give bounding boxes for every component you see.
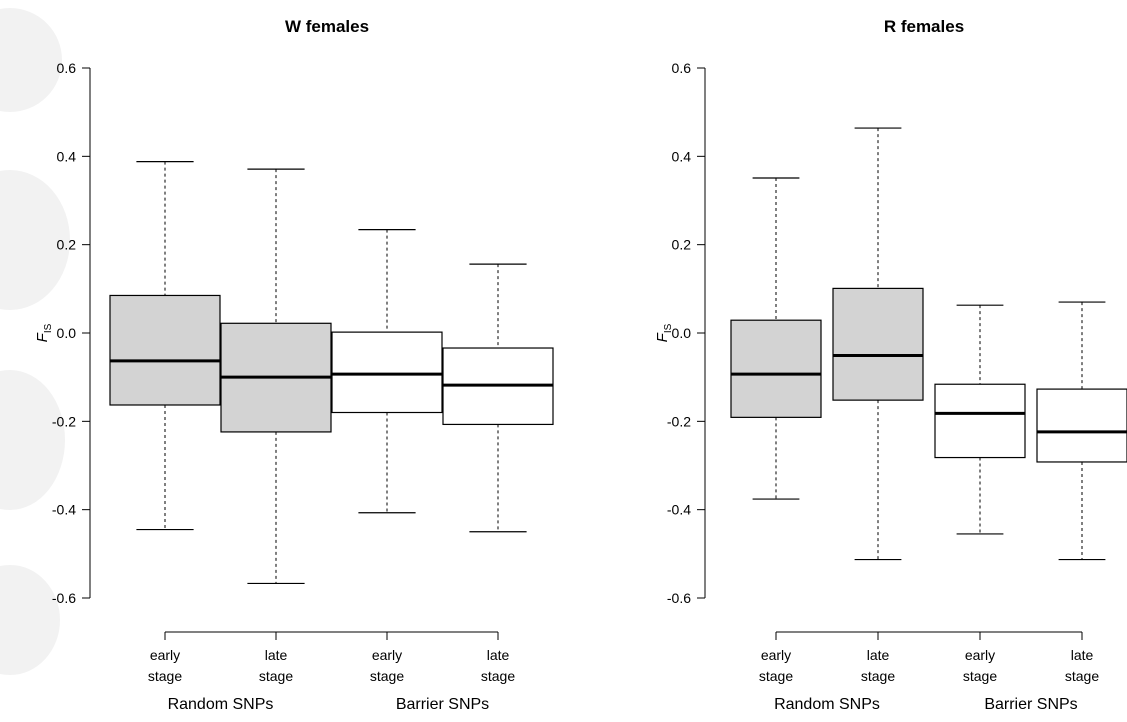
x-tick-label: early: [372, 647, 402, 663]
x-tick-label: early: [150, 647, 180, 663]
chart-panel-2: R females -0.6 -0.4 -0.2 0.0 0.2 0.4 0.6 FIS earl…: [654, 17, 1127, 713]
x-tick-label: late: [265, 647, 288, 663]
y-tick-label: -0.2: [52, 413, 76, 429]
x-group-label: Random SNPs: [774, 696, 880, 713]
x-tick-label: stage: [259, 668, 293, 684]
watermark-shape: [0, 170, 70, 310]
box-4: [442, 263, 554, 533]
x-tick-label: stage: [963, 668, 997, 684]
box-4: [1036, 301, 1127, 561]
iqr-box: [1036, 388, 1127, 463]
box-1: [109, 161, 221, 531]
x-tick-label: late: [867, 647, 890, 663]
x-tick-label: stage: [370, 668, 404, 684]
box-2: [832, 127, 924, 561]
iqr-box: [109, 294, 221, 406]
y-tick-label: 0.6: [57, 60, 77, 76]
x-tick-label: stage: [1065, 668, 1099, 684]
box-3: [934, 304, 1026, 535]
y-axis-label: FIS: [654, 323, 674, 342]
watermark-shape: [0, 370, 65, 510]
chart-title: W females: [285, 17, 369, 36]
x-tick-label: stage: [861, 668, 895, 684]
chart-panel-1: W females -0.6 -0.4 -0.2 0.0 0.2 0.4 0.6 FIS earl…: [34, 17, 554, 713]
watermark-shape: [0, 8, 62, 112]
y-tick-label: -0.4: [667, 502, 691, 518]
y-tick-label: -0.4: [52, 502, 76, 518]
x-group-label: Random SNPs: [168, 696, 274, 713]
iqr-box: [832, 287, 924, 401]
y-tick-label: -0.6: [667, 590, 691, 606]
x-tick-label: early: [761, 647, 791, 663]
x-group-label: Barrier SNPs: [396, 696, 489, 713]
y-tick-label: 0.0: [672, 325, 692, 341]
iqr-box: [331, 331, 443, 414]
x-tick-label: stage: [759, 668, 793, 684]
x-tick-label: late: [1071, 647, 1094, 663]
x-tick-label: stage: [148, 668, 182, 684]
iqr-box: [934, 383, 1026, 459]
y-tick-label: 0.4: [672, 148, 692, 164]
y-axis-label: FIS: [34, 323, 54, 342]
y-tick-label: 0.2: [57, 237, 77, 253]
y-tick-label: 0.4: [57, 148, 77, 164]
x-tick-label: late: [487, 647, 510, 663]
y-tick-label: -0.2: [667, 413, 691, 429]
chart-title: R females: [884, 17, 964, 36]
box-3: [331, 229, 443, 514]
y-tick-label: 0.6: [672, 60, 692, 76]
y-tick-label: -0.6: [52, 590, 76, 606]
x-tick-label: stage: [481, 668, 515, 684]
box-2: [220, 168, 332, 585]
x-tick-label: early: [965, 647, 995, 663]
iqr-box: [730, 319, 822, 418]
y-tick-label: 0.2: [672, 237, 692, 253]
watermark-shape: [0, 565, 60, 675]
box-1: [730, 177, 822, 500]
x-group-label: Barrier SNPs: [984, 696, 1077, 713]
y-tick-label: 0.0: [57, 325, 77, 341]
